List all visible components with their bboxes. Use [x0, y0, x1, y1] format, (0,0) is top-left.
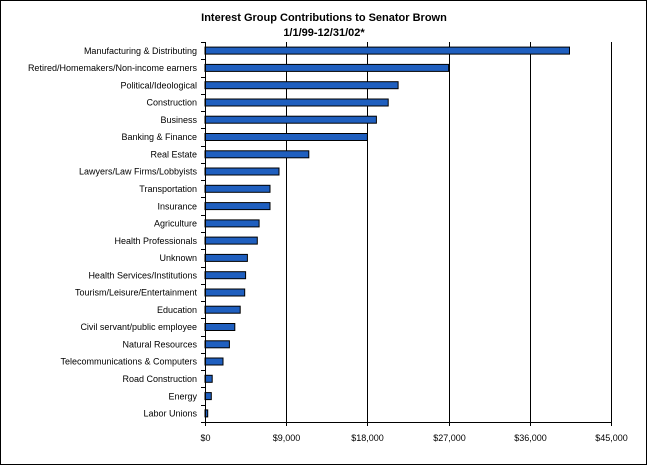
bar-11 [204, 219, 260, 228]
bar-18 [204, 340, 230, 349]
category-label-16: Education [157, 305, 197, 315]
x-tick-label-1: $9,000 [273, 433, 301, 443]
category-label-3: Political/Ideological [120, 80, 197, 90]
category-label-10: Insurance [157, 201, 197, 211]
bar-19 [204, 357, 224, 366]
x-tick-label-3: $27,000 [433, 433, 466, 443]
category-label-14: Health Services/Institutions [88, 270, 197, 280]
category-label-4: Construction [146, 98, 197, 108]
category-label-7: Real Estate [150, 150, 197, 160]
chart-title: Interest Group Contributions to Senator … [201, 12, 447, 24]
category-label-8: Lawyers/Law Firms/Lobbyists [79, 167, 198, 177]
bar-10 [204, 202, 271, 211]
chart-subtitle: 1/1/99-12/31/02* [283, 27, 365, 39]
category-label-19: Telecommunications & Computers [60, 357, 197, 367]
category-label-20: Road Construction [122, 374, 197, 384]
x-tick-label-4: $36,000 [514, 433, 547, 443]
bar-13 [204, 253, 248, 262]
category-label-22: Labor Unions [143, 409, 197, 419]
bar-7 [204, 150, 310, 159]
bar-6 [204, 133, 368, 141]
bar-14 [204, 271, 247, 280]
category-label-2: Retired/Homemakers/Non-income earners [28, 63, 198, 73]
bar-12 [204, 236, 258, 245]
bar-16 [204, 305, 241, 314]
category-label-5: Business [160, 115, 197, 125]
category-label-15: Tourism/Leisure/Entertainment [75, 288, 198, 298]
bar-2 [204, 63, 450, 72]
category-label-12: Health Professionals [114, 236, 197, 246]
plot-area: Manufacturing & Distributing Retired/Home… [28, 42, 628, 443]
bar-15 [204, 288, 246, 297]
x-tick-label-5: $45,000 [595, 433, 628, 443]
x-tick-label-2: $18,000 [351, 433, 384, 443]
category-label-13: Unknown [159, 253, 197, 263]
bar-17 [204, 323, 236, 331]
bar-20 [204, 374, 213, 383]
category-label-9: Transportation [139, 184, 197, 194]
category-label-6: Banking & Finance [121, 132, 197, 142]
category-label-11: Agriculture [154, 219, 197, 229]
bar-5 [204, 115, 377, 124]
bar-8 [204, 167, 280, 176]
bar-4 [204, 98, 389, 107]
category-label-17: Civil servant/public employee [80, 322, 197, 332]
bar-3 [204, 81, 399, 90]
x-tick-label-0: $0 [200, 433, 210, 443]
category-label-18: Natural Resources [122, 340, 197, 350]
category-label-1: Manufacturing & Distributing [84, 46, 197, 56]
bar-1 [204, 46, 570, 55]
bar-9 [204, 184, 271, 193]
category-label-21: Energy [168, 391, 197, 401]
